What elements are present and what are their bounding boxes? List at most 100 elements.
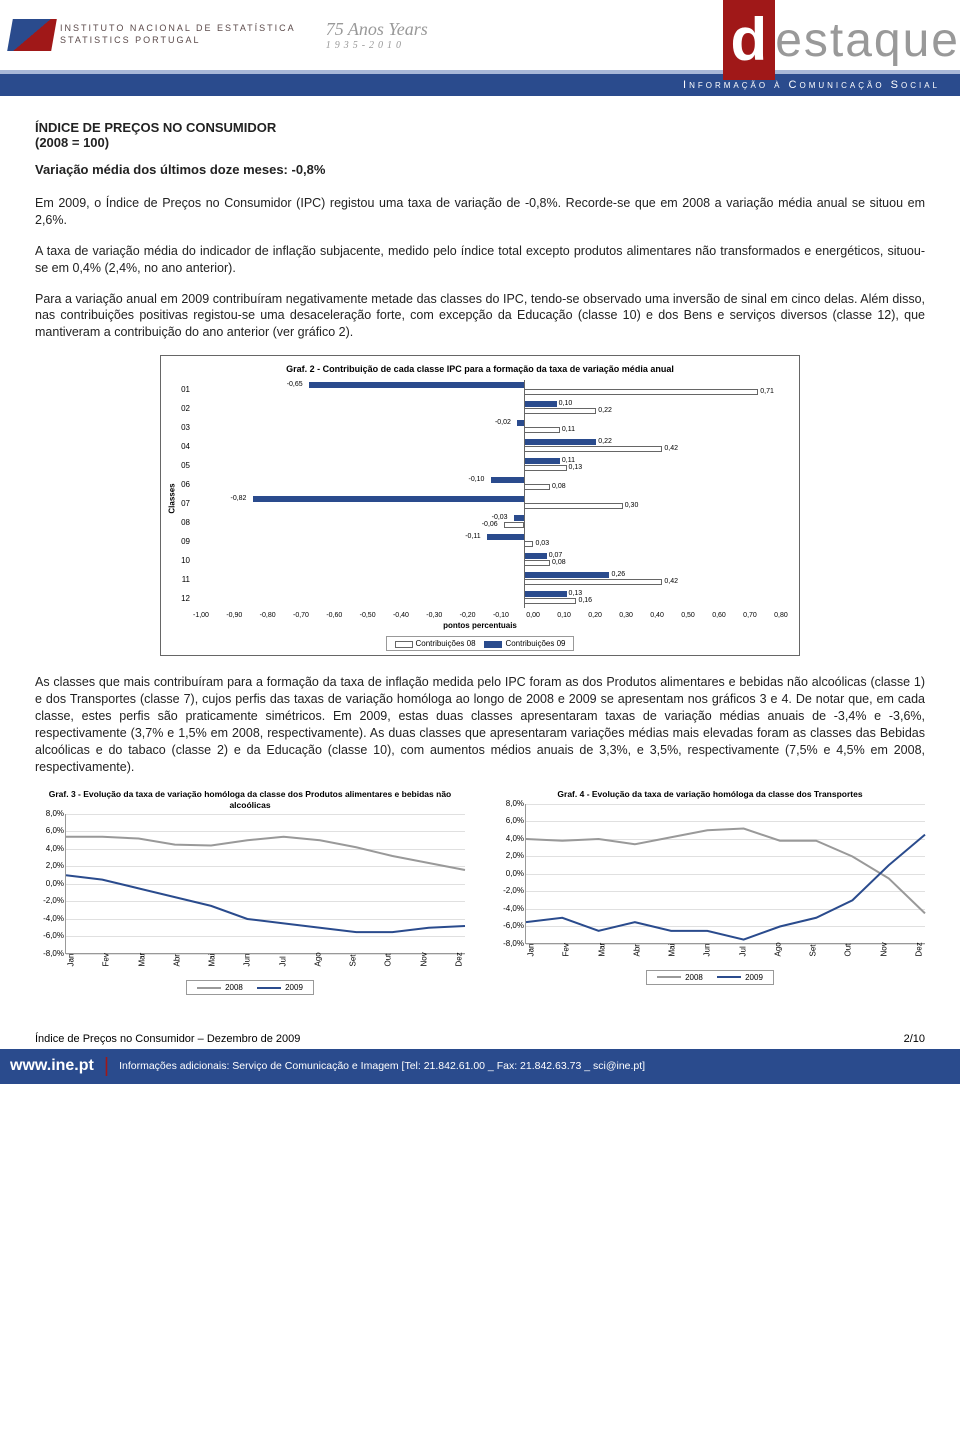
chart-4-xaxis: JanFevMarAbrMaiJunJulAgoSetOutNovDez [525,946,925,955]
chart-2-value-label: 0,07 [549,552,563,559]
chart-4-container: Graf. 4 - Evolução da taxa de variação h… [495,789,925,994]
chart-2-value-label: 0,42 [664,578,678,585]
chart-2-bar-08 [524,484,550,490]
chart-2-value-label: 0,13 [569,590,583,597]
chart-2-category-label: 03 [171,423,193,432]
chart-2-bar-08 [524,598,577,604]
brand-destaque: d estaque [723,0,960,80]
page-header: Instituto Nacional de Estatística Statis… [0,0,960,100]
chart-2-value-label: 0,10 [559,400,573,407]
chart-2-value-label: 0,26 [612,571,626,578]
chart-2-bar-09 [517,420,524,426]
chart-2-xaxis-title: pontos percentuais [171,621,789,630]
chart-ytick-label: 0,0% [496,869,524,878]
chart-ytick-label: -2,0% [496,886,524,895]
chart-2-bar-09 [524,439,597,445]
chart-2-value-label: 0,13 [569,464,583,471]
chart-2-value-label: 0,71 [760,388,774,395]
chart-2-value-label: -0,65 [287,381,303,388]
chart-2-bar-08 [524,560,550,566]
chart-2-value-label: 0,42 [664,445,678,452]
chart-3-legend: 2008 2009 [186,980,314,995]
page-footer-line: Índice de Preços no Consumidor – Dezembr… [0,1033,960,1049]
chart-3-title: Graf. 3 - Evolução da taxa de variação h… [35,789,465,809]
chart-2-value-label: 0,16 [578,597,592,604]
legend-box-09-icon [484,641,502,648]
chart-2-container: Graf. 2 - Contribuição de cada classe IP… [160,355,800,656]
chart-2-category-label: 01 [171,385,193,394]
footer-left: Índice de Preços no Consumidor – Dezembr… [35,1033,300,1045]
chart-ytick-label: 4,0% [36,844,64,853]
chart-2-category-label: 07 [171,499,193,508]
ine-logo: Instituto Nacional de Estatística Statis… [10,19,296,51]
chart-2-bar-09 [309,382,524,388]
chart-ytick-label: -8,0% [496,939,524,948]
footer-www: www.ine.pt [10,1057,94,1075]
chart-2-category-label: 02 [171,404,193,413]
chart-2-bar-09 [524,458,560,464]
chart-2-category-label: 06 [171,480,193,489]
legend-box-08-icon [395,641,413,648]
chart-2-value-label: 0,08 [552,559,566,566]
chart-2-value-label: 0,22 [598,438,612,445]
chart-2-value-label: -0,82 [231,495,247,502]
footer-blue-bar: www.ine.pt | Informações adicionais: Ser… [0,1049,960,1084]
chart-2-value-label: -0,03 [492,514,508,521]
chart-ytick-label: -4,0% [36,914,64,923]
chart-ytick-label: -2,0% [36,896,64,905]
paragraph-2: A taxa de variação média do indicador de… [35,243,925,277]
chart-ytick-label: -6,0% [36,931,64,940]
chart-ytick-label: 0,0% [36,879,64,888]
chart-2-bar-08 [524,579,663,585]
chart-ytick-label: 2,0% [36,861,64,870]
chart-ytick-label: -8,0% [36,949,64,958]
chart-2-value-label: -0,10 [469,476,485,483]
line-2008 [66,837,465,870]
chart-2-category-label: 04 [171,442,193,451]
chart-2-value-label: -0,02 [495,419,511,426]
document-title: ÍNDICE DE PREÇOS NO CONSUMIDOR (2008 = 1… [35,120,925,177]
chart-2-bar-09 [524,401,557,407]
chart-2-bar-09 [524,553,547,559]
chart-ytick-label: 2,0% [496,851,524,860]
chart-2-bar-08 [504,522,524,528]
chart-2-value-label: -0,06 [482,521,498,528]
header-bar-text: Informação à Comunicação Social [683,79,940,91]
legend-line-2009-icon [257,987,281,989]
chart-3-xaxis: JanFevMarAbrMaiJunJulAgoSetOutNovDez [65,956,465,965]
chart-2-bar-08 [524,465,567,471]
chart-2-value-label: -0,11 [465,533,480,540]
chart-2-value-label: 0,03 [535,540,549,547]
chart-ytick-label: -4,0% [496,904,524,913]
chart-3-container: Graf. 3 - Evolução da taxa de variação h… [35,789,465,994]
chart-2-bar-09 [514,515,524,521]
chart-ytick-label: 8,0% [496,799,524,808]
chart-2-bar-09 [524,591,567,597]
chart-2-bar-08 [524,427,560,433]
paragraph-4: As classes que mais contribuíram para a … [35,674,925,775]
line-2008 [526,828,925,913]
chart-2-title: Graf. 2 - Contribuição de cada classe IP… [171,364,789,374]
chart-2-value-label: 0,22 [598,407,612,414]
chart-2-legend: Contribuições 08 Contribuições 09 [386,636,575,651]
line-2009 [66,875,465,932]
legend-line-2008-icon [657,976,681,978]
anniversary-badge: 75 Anos Years 1935-2010 [326,19,428,51]
chart-4-title: Graf. 4 - Evolução da taxa de variação h… [495,789,925,799]
org-name-line1: Instituto Nacional de Estatística [60,23,296,35]
chart-2-xaxis: -1,00-0,90-0,80-0,70-0,60-0,50-0,40-0,30… [193,612,788,619]
chart-3-plot: 8,0%6,0%4,0%2,0%0,0%-2,0%-4,0%-6,0%-8,0% [65,814,465,954]
chart-2-category-label: 05 [171,461,193,470]
chart-4-plot: 8,0%6,0%4,0%2,0%0,0%-2,0%-4,0%-6,0%-8,0% [525,804,925,944]
chart-ytick-label: 6,0% [496,816,524,825]
chart-2-bar-09 [487,534,523,540]
chart-2-category-label: 09 [171,537,193,546]
chart-2-category-label: 11 [171,575,193,584]
chart-2-category-label: 10 [171,556,193,565]
legend-line-2009-icon [717,976,741,978]
chart-2-value-label: 0,11 [562,426,575,433]
footer-pagenum: 2/10 [904,1033,925,1045]
chart-2-category-label: 12 [171,594,193,603]
chart-ytick-label: 6,0% [36,826,64,835]
paragraph-3: Para a variação anual em 2009 contribuír… [35,291,925,342]
